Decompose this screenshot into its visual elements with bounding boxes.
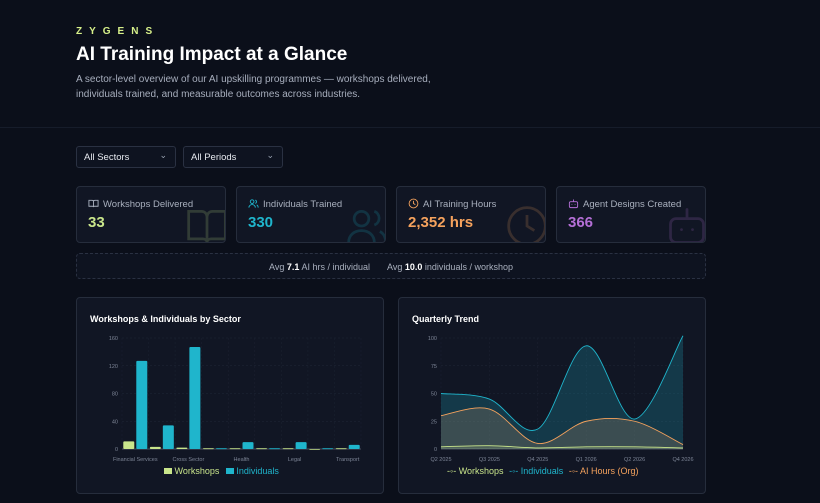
clock-icon: [408, 198, 419, 209]
bar-individuals: [215, 448, 227, 450]
legend-swatch-individuals: [225, 468, 234, 474]
page-subtitle: A sector-level overview of our AI upskil…: [76, 74, 431, 100]
sector-bar-chart-panel: Workshops & Individuals by Sector 0 40 80 1…: [76, 297, 384, 494]
bar-individuals: [136, 360, 148, 449]
kpi-card-workshops: Workshops Delivered 33: [76, 186, 226, 243]
y-tick-label: 120: [109, 364, 118, 370]
kpi-value: 366: [568, 214, 594, 231]
bar-workshops: [282, 448, 294, 450]
avg-prefix: Avg: [269, 262, 285, 272]
quarterly-trend-chart: 0 25 50 75 100 Q2 2025 Q3 2025 Q4 2025 Q1 2026 Q2…: [428, 335, 694, 463]
x-tick-label: Q4 2026: [672, 457, 693, 463]
y-tick-label: 0: [115, 447, 118, 453]
x-tick-label: Financial Services: [113, 457, 158, 463]
x-tick-label: Legal: [288, 457, 301, 463]
quarterly-trend-chart-panel: Quarterly Trend 0 25 50 75 100 Q2 2025 Q3 2025…: [398, 297, 706, 494]
chart-title: Workshops & Individuals by Sector: [90, 314, 241, 324]
chevron-down-icon: ⌄: [266, 150, 274, 160]
y-tick-label: 50: [431, 392, 437, 398]
bar-individuals: [348, 444, 360, 449]
y-tick-label: 160: [109, 336, 118, 342]
x-tick-label: Q1 2026: [576, 457, 597, 463]
period-filter-value: All Periods: [191, 152, 237, 163]
kpi-card-individuals: Individuals Trained 330: [236, 186, 386, 243]
kpi-card-hours: AI Training Hours 2,352 hrs: [396, 186, 546, 243]
bar-workshops: [202, 448, 214, 450]
kpi-label: AI Training Hours: [423, 199, 497, 210]
chart-legend: Workshops Individuals: [164, 466, 279, 476]
kpi-value: 2,352 hrs: [408, 214, 474, 231]
line-workshops: [440, 445, 684, 449]
x-tick-label: Q2 2026: [624, 457, 645, 463]
x-tick-label: Q4 2025: [527, 457, 548, 463]
kpi-label: Workshops Delivered: [103, 199, 194, 210]
y-tick-label: 40: [112, 419, 118, 425]
clock-icon: [507, 206, 545, 242]
legend-marker-hours: -◦-: [568, 466, 579, 476]
bar-workshops: [335, 448, 347, 450]
x-tick-label: Q2 2025: [430, 457, 451, 463]
y-tick-label: 25: [431, 419, 437, 425]
legend-label-individuals: Individuals: [520, 466, 564, 476]
y-tick-label: 80: [112, 392, 118, 398]
period-filter-select[interactable]: All Periods ⌄: [183, 146, 283, 168]
x-tick-label: Transport: [336, 457, 360, 463]
book-icon: [88, 199, 99, 208]
brand-logo: ZYGENS: [76, 26, 160, 37]
page-header: ZYGENS AI Training Impact at a Glance A …: [0, 0, 820, 128]
bot-icon: [568, 199, 579, 209]
kpi-value: 33: [88, 214, 105, 231]
bot-icon: [669, 208, 705, 242]
bar-workshops: [229, 448, 241, 450]
area-individuals: [441, 335, 683, 449]
kpi-label: Agent Designs Created: [583, 199, 682, 210]
users-icon: [347, 209, 385, 242]
legend-label-hours: AI Hours (Org): [580, 466, 639, 476]
sector-bar-chart: 0 40 80 120 160 Financial Services Cross Secto…: [109, 336, 362, 463]
avg-hours-value: 7.1: [286, 262, 300, 272]
kpi-value: 330: [248, 214, 274, 231]
bar-individuals: [162, 425, 174, 449]
averages-bar: Avg 7.1 AI hrs / individual Avg 10.0 ind…: [76, 253, 706, 279]
y-tick-label: 100: [428, 336, 437, 342]
legend-swatch-workshops: [164, 468, 172, 474]
x-tick-label: Q3 2025: [479, 457, 500, 463]
line-individuals: [440, 335, 684, 431]
avg-hours-suffix: AI hrs / individual: [301, 262, 370, 272]
avg-individuals-suffix: individuals / workshop: [424, 262, 513, 272]
avg-individuals-value: 10.0: [404, 262, 423, 272]
bar-individuals: [189, 347, 201, 449]
bar-individuals: [242, 442, 254, 449]
y-tick-label: 75: [431, 364, 437, 370]
bar-workshops: [123, 441, 135, 449]
avg-prefix: Avg: [387, 262, 403, 272]
x-tick-label: Health: [234, 457, 250, 463]
bar-workshops: [149, 446, 161, 449]
legend-label-workshops: Workshops: [174, 466, 220, 476]
kpi-label: Individuals Trained: [263, 199, 343, 210]
x-tick-label: Cross Sector: [172, 457, 204, 463]
users-icon: [248, 199, 259, 208]
line-ai-hours-org-: [440, 407, 684, 445]
bar-workshops: [176, 447, 188, 449]
kpi-card-agents: Agent Designs Created 366: [556, 186, 706, 243]
bar-individuals: [322, 448, 334, 450]
legend-label-individuals: Individuals: [236, 466, 279, 476]
book-icon: [187, 209, 225, 242]
bar-individuals: [269, 448, 281, 450]
bar-workshops: [309, 449, 321, 450]
area-ai-hours-org-: [441, 407, 683, 449]
chart-title: Quarterly Trend: [412, 314, 480, 324]
bar-individuals: [295, 442, 307, 449]
sector-filter-value: All Sectors: [84, 152, 130, 163]
chart-legend: -◦- Workshops -◦- Individuals -◦- AI Hou…: [447, 466, 639, 476]
sector-filter-select[interactable]: All Sectors ⌄: [76, 146, 176, 168]
chevron-down-icon: ⌄: [159, 150, 167, 160]
legend-label-workshops: Workshops: [458, 466, 504, 476]
bar-workshops: [256, 448, 268, 450]
legend-marker-workshops: -◦-: [447, 466, 457, 476]
page-title: AI Training Impact at a Glance: [76, 44, 348, 65]
y-tick-label: 0: [434, 447, 437, 453]
legend-marker-individuals: -◦-: [509, 466, 519, 476]
